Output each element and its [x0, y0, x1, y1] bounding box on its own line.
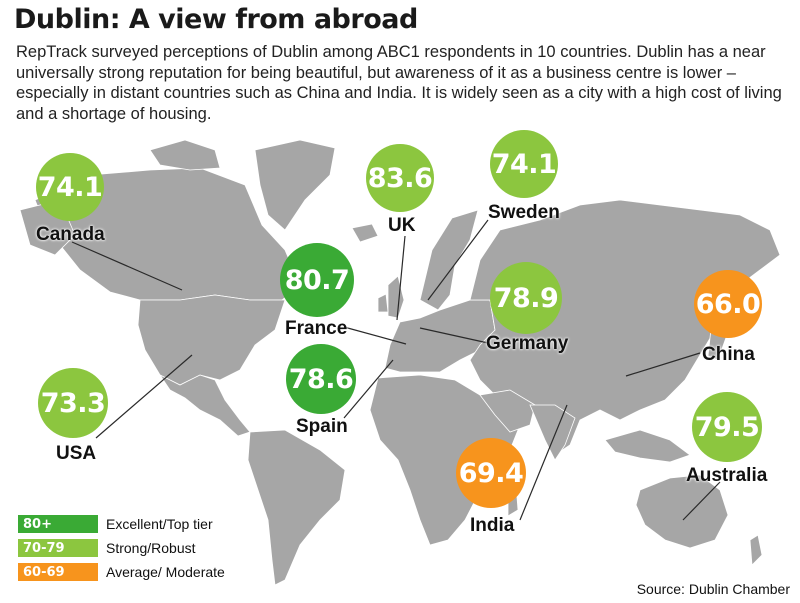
- uk-score: 83.6: [367, 162, 433, 194]
- legend-swatch-moderate: 60-69: [18, 563, 98, 581]
- germany-score: 78.9: [493, 282, 559, 314]
- uk-label: UK: [388, 215, 416, 236]
- leader-lines: [71, 219, 721, 521]
- legend-swatch-strong: 70-79: [18, 539, 98, 557]
- page-title: Dublin: A view from abroad: [14, 4, 418, 35]
- source-credit: Source: Dublin Chamber: [636, 581, 790, 597]
- legend-label-strong: Strong/Robust: [106, 540, 196, 556]
- greenland-shape: [254, 139, 336, 231]
- india-label: India: [470, 515, 515, 536]
- australia-label: Australia: [686, 465, 768, 486]
- spain-leader-line: [343, 359, 394, 419]
- africa-shape: [369, 374, 521, 546]
- uk-score-bubble: 83.6: [366, 144, 434, 212]
- ireland-shape: [377, 293, 389, 313]
- asia-shape: [469, 199, 781, 456]
- spain-score-bubble: 78.6: [286, 344, 356, 414]
- china-leader-line: [625, 352, 701, 377]
- australia-shape: [635, 474, 729, 549]
- canada-score: 74.1: [37, 171, 103, 203]
- usa-leader-line: [95, 354, 193, 439]
- sweden-score: 74.1: [491, 148, 557, 180]
- scandinavia-shape: [419, 209, 479, 311]
- spain-label: Spain: [296, 416, 348, 437]
- legend-label-excellent: Excellent/Top tier: [106, 516, 213, 532]
- legend-row-strong: 70-79 Strong/Robust: [18, 539, 196, 557]
- arctic-islands-shape: [149, 139, 221, 171]
- canada-leader-line: [71, 241, 183, 291]
- china-label: China: [702, 344, 755, 365]
- australia-leader-line: [682, 481, 721, 521]
- germany-label: Germany: [486, 333, 569, 354]
- new-zealand-shape: [749, 534, 763, 566]
- india-score: 69.4: [458, 457, 524, 489]
- germany-leader-line: [419, 327, 489, 344]
- china-score-bubble: 66.0: [694, 270, 762, 338]
- arabia-shape: [479, 389, 536, 433]
- india-shape: [529, 404, 576, 461]
- india-score-bubble: 69.4: [456, 438, 526, 508]
- mexico-shape: [158, 373, 251, 437]
- india-leader-line: [519, 404, 568, 521]
- south-america-shape: [247, 429, 346, 586]
- canada-score-bubble: 74.1: [36, 153, 104, 221]
- landmass: [19, 139, 781, 586]
- sweden-score-bubble: 74.1: [490, 130, 558, 198]
- germany-score-bubble: 78.9: [490, 262, 562, 334]
- se-asia-shape: [604, 429, 691, 463]
- sweden-leader-line: [427, 219, 489, 301]
- france-score: 80.7: [284, 264, 350, 296]
- legend-label-moderate: Average/ Moderate: [106, 564, 225, 580]
- france-leader-line: [343, 326, 407, 345]
- france-label: France: [285, 318, 348, 339]
- australia-score: 79.5: [694, 411, 760, 443]
- legend-row-moderate: 60-69 Average/ Moderate: [18, 563, 225, 581]
- spain-score: 78.6: [288, 363, 354, 395]
- usa-label: USA: [56, 443, 97, 464]
- uk-shape: [387, 275, 405, 319]
- intro-paragraph: RepTrack surveyed perceptions of Dublin …: [16, 43, 782, 123]
- france-score-bubble: 80.7: [280, 243, 354, 317]
- legend-swatch-excellent: 80+: [18, 515, 98, 533]
- uk-leader-line: [396, 235, 406, 321]
- iceland-shape: [351, 223, 379, 243]
- usa-shape: [137, 294, 286, 386]
- legend-row-excellent: 80+ Excellent/Top tier: [18, 515, 213, 533]
- canada-label: Canada: [36, 224, 105, 245]
- china-score: 66.0: [695, 288, 761, 320]
- sweden-label: Sweden: [488, 202, 560, 223]
- australia-score-bubble: 79.5: [692, 392, 762, 462]
- usa-score: 73.3: [40, 387, 106, 419]
- usa-score-bubble: 73.3: [38, 368, 108, 438]
